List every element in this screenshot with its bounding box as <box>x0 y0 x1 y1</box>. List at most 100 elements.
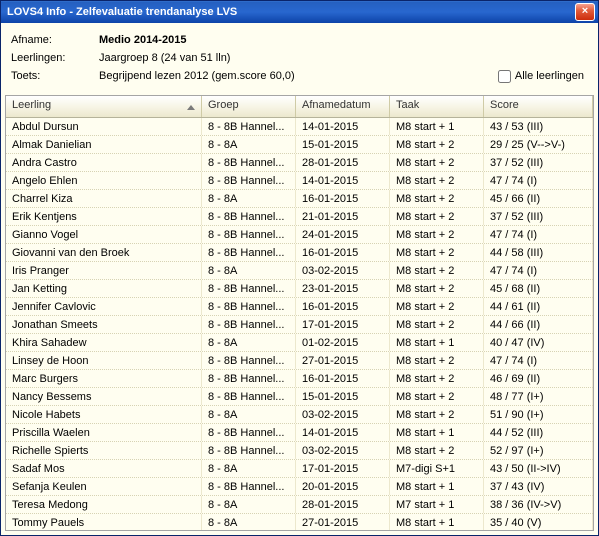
cell: 28-01-2015 <box>296 154 390 171</box>
info-panel: Afname: Medio 2014-2015 Leerlingen: Jaar… <box>1 23 598 91</box>
cell: 16-01-2015 <box>296 244 390 261</box>
cell: Giovanni van den Broek <box>6 244 202 261</box>
table-row[interactable]: Linsey de Hoon8 - 8B Hannel...27-01-2015… <box>6 352 593 370</box>
cell: Angelo Ehlen <box>6 172 202 189</box>
close-button[interactable]: × <box>575 3 595 21</box>
table-row[interactable]: Sadaf Mos8 - 8A17-01-2015M7-digi S+143 /… <box>6 460 593 478</box>
cell: 03-02-2015 <box>296 262 390 279</box>
cell: 8 - 8B Hannel... <box>202 442 296 459</box>
table-row[interactable]: Sefanja Keulen8 - 8B Hannel...20-01-2015… <box>6 478 593 496</box>
cell: 24-01-2015 <box>296 226 390 243</box>
table-row[interactable]: Angelo Ehlen8 - 8B Hannel...14-01-2015M8… <box>6 172 593 190</box>
table-row[interactable]: Nicole Habets8 - 8A03-02-2015M8 start + … <box>6 406 593 424</box>
cell: 8 - 8B Hannel... <box>202 154 296 171</box>
table-row[interactable]: Abdul Dursun8 - 8B Hannel...14-01-2015M8… <box>6 118 593 136</box>
cell: 44 / 61 (II) <box>484 298 593 315</box>
cell: Charrel Kiza <box>6 190 202 207</box>
cell: 01-02-2015 <box>296 334 390 351</box>
toets-value: Begrijpend lezen 2012 (gem.score 60,0) <box>99 67 498 85</box>
cell: 15-01-2015 <box>296 388 390 405</box>
leerlingen-value: Jaargroep 8 (24 van 51 lln) <box>99 49 588 67</box>
cell: 17-01-2015 <box>296 316 390 333</box>
cell: 8 - 8B Hannel... <box>202 424 296 441</box>
cell: M8 start + 2 <box>390 352 484 369</box>
table-row[interactable]: Marc Burgers8 - 8B Hannel...16-01-2015M8… <box>6 370 593 388</box>
cell: 8 - 8A <box>202 334 296 351</box>
cell: 15-01-2015 <box>296 136 390 153</box>
cell: 8 - 8B Hannel... <box>202 226 296 243</box>
cell: 8 - 8A <box>202 514 296 530</box>
cell: 8 - 8B Hannel... <box>202 244 296 261</box>
cell: Jan Ketting <box>6 280 202 297</box>
cell: 14-01-2015 <box>296 424 390 441</box>
cell: 8 - 8A <box>202 460 296 477</box>
table-row[interactable]: Jonathan Smeets8 - 8B Hannel...17-01-201… <box>6 316 593 334</box>
cell: 8 - 8B Hannel... <box>202 388 296 405</box>
table-row[interactable]: Gianno Vogel8 - 8B Hannel...24-01-2015M8… <box>6 226 593 244</box>
leerlingen-label: Leerlingen: <box>11 49 99 67</box>
cell: 46 / 69 (II) <box>484 370 593 387</box>
column-header-taak[interactable]: Taak <box>390 96 484 117</box>
cell: 21-01-2015 <box>296 208 390 225</box>
cell: 37 / 43 (IV) <box>484 478 593 495</box>
data-grid: LeerlingGroepAfnamedatumTaakScore Abdul … <box>5 95 594 531</box>
cell: Gianno Vogel <box>6 226 202 243</box>
cell: 8 - 8B Hannel... <box>202 172 296 189</box>
table-row[interactable]: Jennifer Cavlovic8 - 8B Hannel...16-01-2… <box>6 298 593 316</box>
column-header-groep[interactable]: Groep <box>202 96 296 117</box>
cell: 47 / 74 (I) <box>484 172 593 189</box>
cell: 28-01-2015 <box>296 496 390 513</box>
cell: 8 - 8B Hannel... <box>202 118 296 135</box>
cell: 20-01-2015 <box>296 478 390 495</box>
cell: M8 start + 2 <box>390 244 484 261</box>
cell: Almak Danielian <box>6 136 202 153</box>
table-row[interactable]: Khira Sahadew8 - 8A01-02-2015M8 start + … <box>6 334 593 352</box>
cell: Priscilla Waelen <box>6 424 202 441</box>
cell: Marc Burgers <box>6 370 202 387</box>
table-row[interactable]: Erik Kentjens8 - 8B Hannel...21-01-2015M… <box>6 208 593 226</box>
column-header-leerling[interactable]: Leerling <box>6 96 202 117</box>
column-header-score[interactable]: Score <box>484 96 593 117</box>
cell: 27-01-2015 <box>296 514 390 530</box>
cell: 44 / 52 (III) <box>484 424 593 441</box>
cell: 43 / 53 (III) <box>484 118 593 135</box>
table-row[interactable]: Giovanni van den Broek8 - 8B Hannel...16… <box>6 244 593 262</box>
cell: M8 start + 2 <box>390 388 484 405</box>
table-row[interactable]: Priscilla Waelen8 - 8B Hannel...14-01-20… <box>6 424 593 442</box>
cell: 44 / 58 (III) <box>484 244 593 261</box>
table-row[interactable]: Richelle Spierts8 - 8B Hannel...03-02-20… <box>6 442 593 460</box>
column-header-afnamedatum[interactable]: Afnamedatum <box>296 96 390 117</box>
cell: 16-01-2015 <box>296 190 390 207</box>
cell: M8 start + 2 <box>390 406 484 423</box>
cell: 16-01-2015 <box>296 370 390 387</box>
cell: 8 - 8A <box>202 496 296 513</box>
cell: 37 / 52 (III) <box>484 208 593 225</box>
cell: M8 start + 2 <box>390 154 484 171</box>
alle-leerlingen-checkbox[interactable] <box>498 70 511 83</box>
cell: 52 / 97 (I+) <box>484 442 593 459</box>
cell: 8 - 8A <box>202 136 296 153</box>
alle-leerlingen-label: Alle leerlingen <box>515 67 584 85</box>
table-row[interactable]: Iris Pranger8 - 8A03-02-2015M8 start + 2… <box>6 262 593 280</box>
cell: 8 - 8B Hannel... <box>202 352 296 369</box>
cell: M8 start + 2 <box>390 280 484 297</box>
cell: 8 - 8A <box>202 262 296 279</box>
cell: Sadaf Mos <box>6 460 202 477</box>
cell: 16-01-2015 <box>296 298 390 315</box>
cell: Andra Castro <box>6 154 202 171</box>
cell: M7-digi S+1 <box>390 460 484 477</box>
table-row[interactable]: Nancy Bessems8 - 8B Hannel...15-01-2015M… <box>6 388 593 406</box>
table-row[interactable]: Teresa Medong8 - 8A28-01-2015M7 start + … <box>6 496 593 514</box>
cell: 8 - 8B Hannel... <box>202 208 296 225</box>
table-row[interactable]: Jan Ketting8 - 8B Hannel...23-01-2015M8 … <box>6 280 593 298</box>
cell: Sefanja Keulen <box>6 478 202 495</box>
table-row[interactable]: Charrel Kiza8 - 8A16-01-2015M8 start + 2… <box>6 190 593 208</box>
table-row[interactable]: Almak Danielian8 - 8A15-01-2015M8 start … <box>6 136 593 154</box>
cell: 14-01-2015 <box>296 118 390 135</box>
grid-body[interactable]: Abdul Dursun8 - 8B Hannel...14-01-2015M8… <box>6 118 593 530</box>
table-row[interactable]: Tommy Pauels8 - 8A27-01-2015M8 start + 1… <box>6 514 593 530</box>
cell: 03-02-2015 <box>296 442 390 459</box>
cell: 47 / 74 (I) <box>484 352 593 369</box>
table-row[interactable]: Andra Castro8 - 8B Hannel...28-01-2015M8… <box>6 154 593 172</box>
cell: M8 start + 2 <box>390 316 484 333</box>
